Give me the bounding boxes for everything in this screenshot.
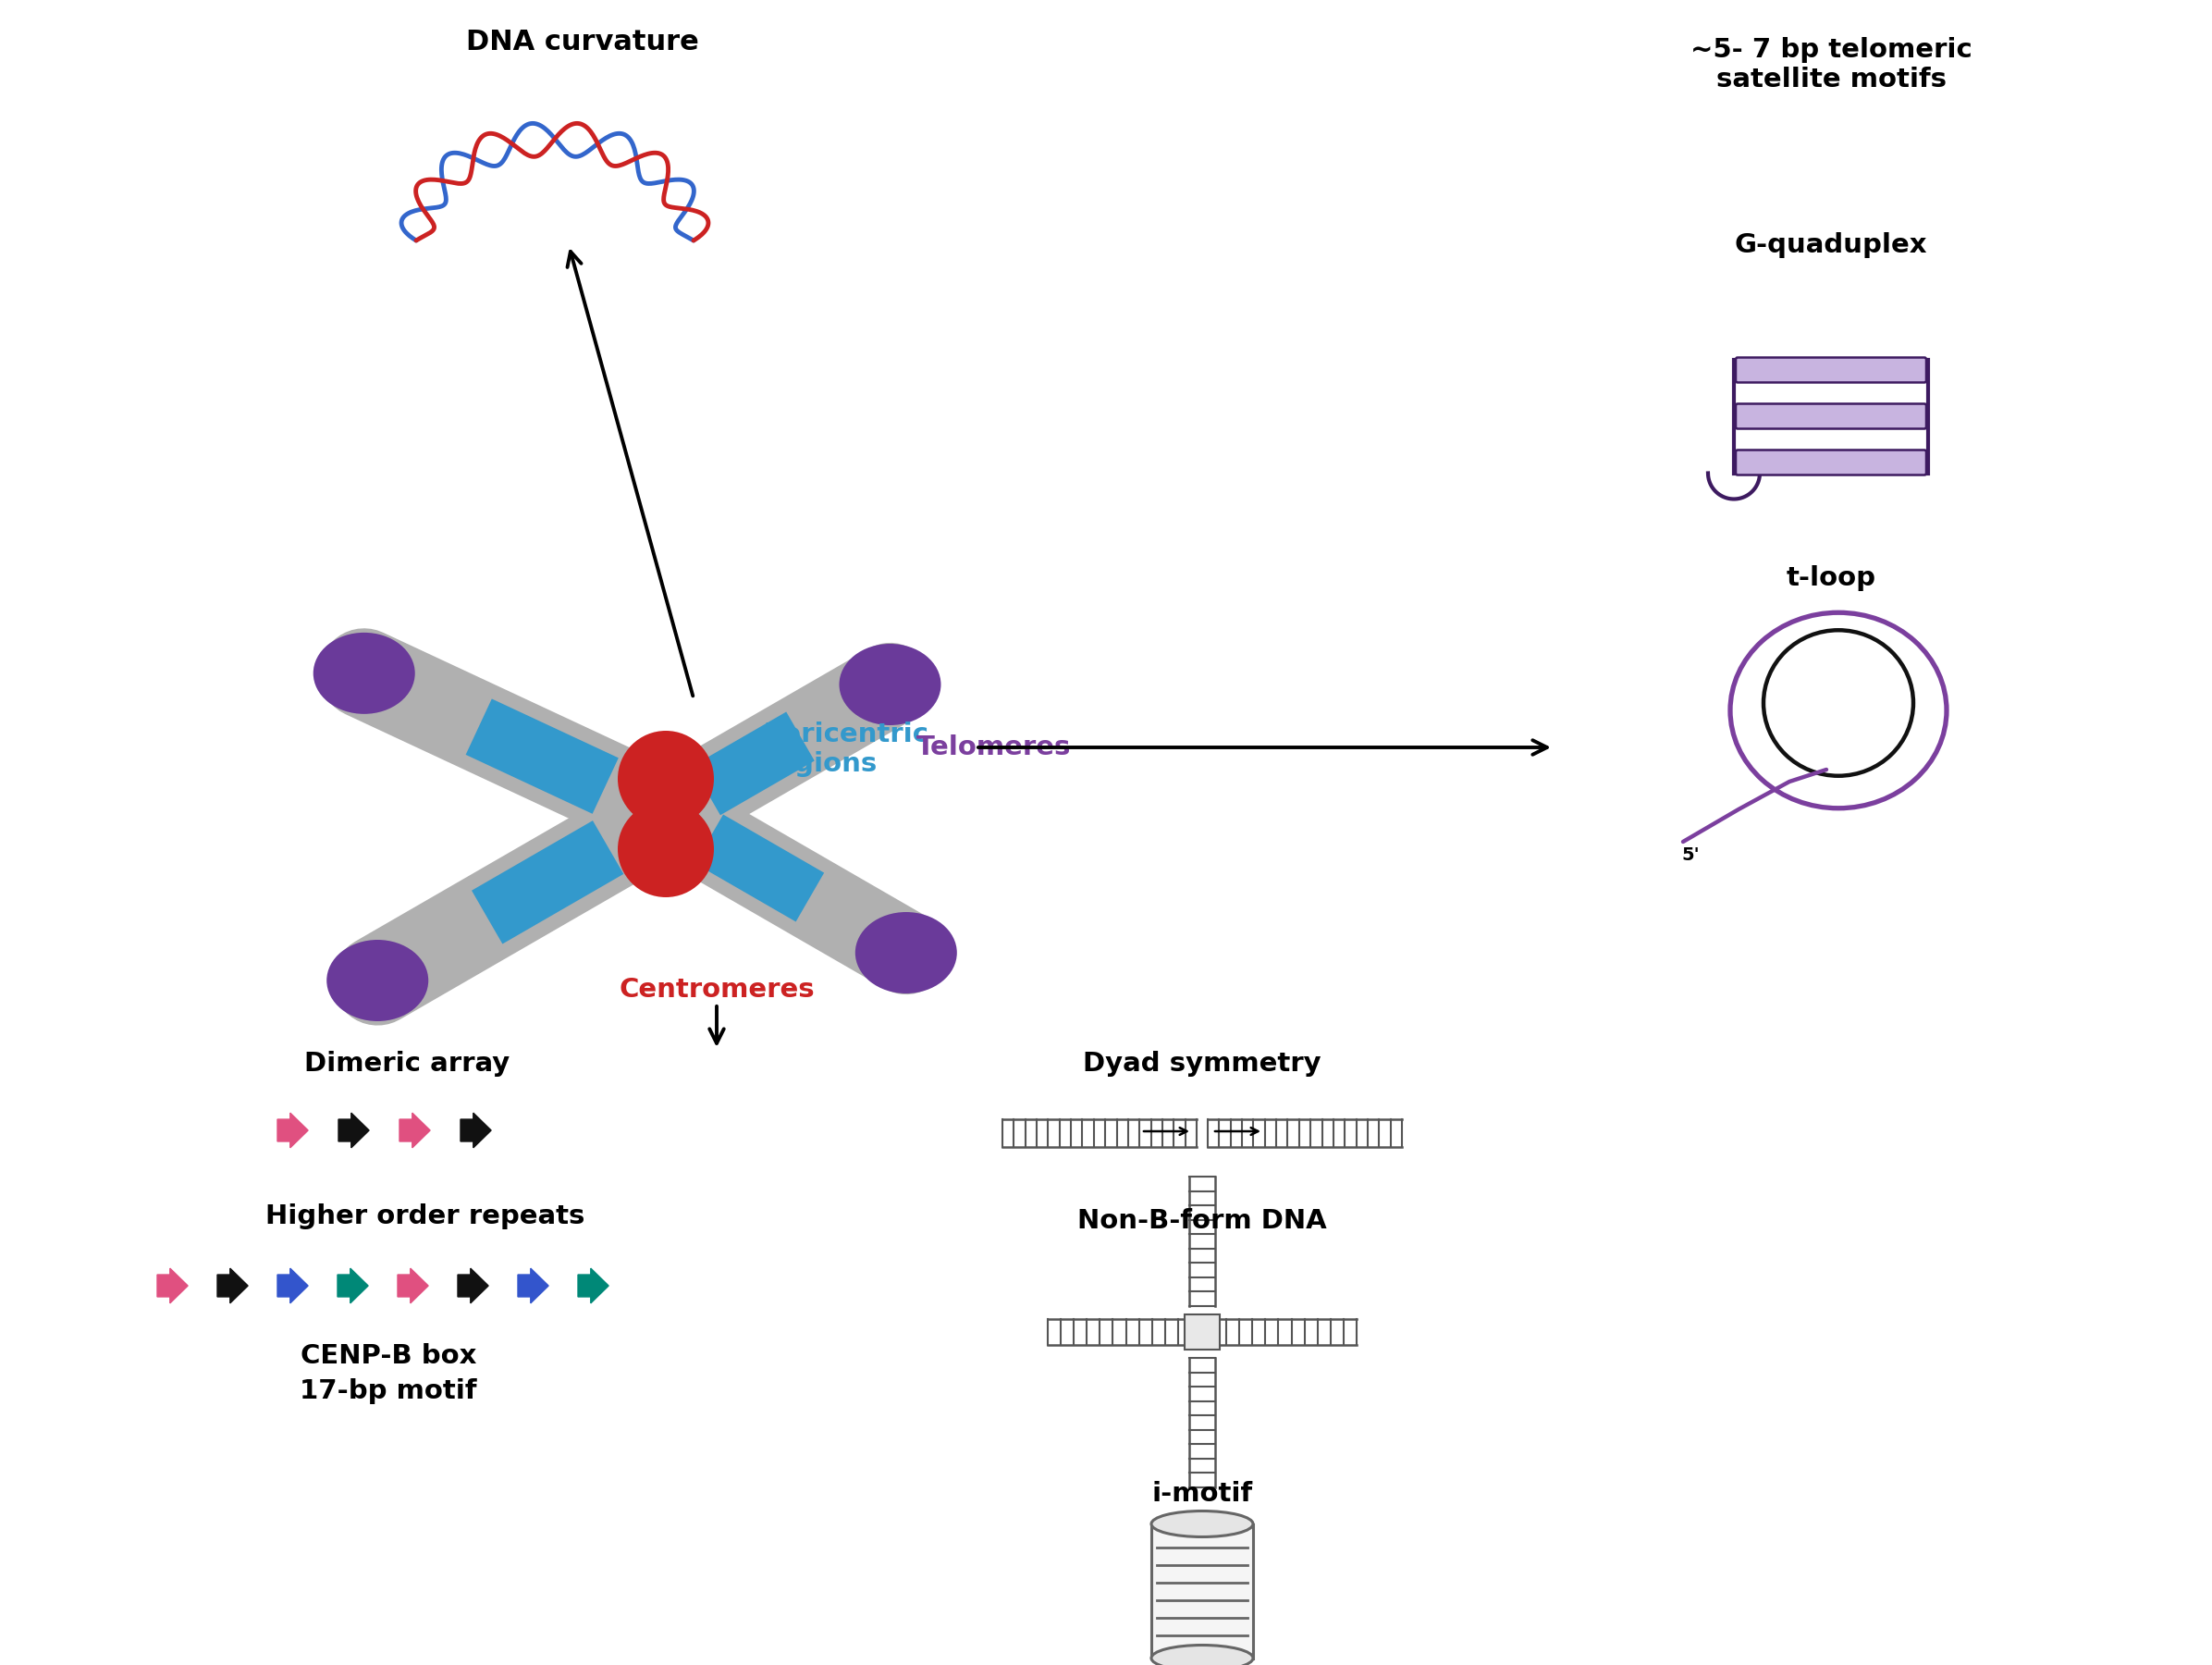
FancyArrow shape xyxy=(338,1112,369,1147)
Text: CENP-B box
17-bp motif: CENP-B box 17-bp motif xyxy=(301,1342,478,1405)
Ellipse shape xyxy=(1150,1645,1252,1665)
FancyArrow shape xyxy=(398,1269,429,1304)
FancyBboxPatch shape xyxy=(1736,405,1927,428)
Text: i-motif: i-motif xyxy=(1152,1480,1252,1507)
Text: Dimeric array: Dimeric array xyxy=(303,1051,509,1077)
Text: Telomeres: Telomeres xyxy=(916,734,1071,761)
Text: Pericentric
regions: Pericentric regions xyxy=(763,721,929,778)
FancyArrow shape xyxy=(518,1269,549,1304)
Text: 5': 5' xyxy=(1681,847,1699,864)
Text: Non-B-form DNA: Non-B-form DNA xyxy=(1077,1209,1327,1234)
Text: Dyad symmetry: Dyad symmetry xyxy=(1084,1051,1321,1077)
Ellipse shape xyxy=(856,912,958,994)
Text: Centromeres: Centromeres xyxy=(619,977,814,1002)
Text: DNA curvature: DNA curvature xyxy=(467,28,699,55)
Ellipse shape xyxy=(1763,629,1913,776)
FancyArrow shape xyxy=(217,1269,248,1304)
FancyArrow shape xyxy=(460,1112,491,1147)
Ellipse shape xyxy=(838,644,940,726)
FancyArrow shape xyxy=(276,1112,307,1147)
FancyArrow shape xyxy=(577,1269,608,1304)
Text: Higher order repeats: Higher order repeats xyxy=(265,1204,586,1229)
Ellipse shape xyxy=(617,801,714,897)
Bar xyxy=(1186,1314,1219,1350)
FancyArrow shape xyxy=(338,1269,367,1304)
Ellipse shape xyxy=(314,633,416,714)
Ellipse shape xyxy=(617,731,714,828)
FancyArrow shape xyxy=(157,1269,188,1304)
FancyBboxPatch shape xyxy=(1736,450,1927,475)
Text: t-loop: t-loop xyxy=(1785,564,1876,591)
Bar xyxy=(1150,1523,1252,1658)
FancyBboxPatch shape xyxy=(1736,358,1927,383)
Ellipse shape xyxy=(327,939,429,1021)
Text: G-quaduplex: G-quaduplex xyxy=(1734,231,1927,258)
Text: ~5- 7 bp telomeric
satellite motifs: ~5- 7 bp telomeric satellite motifs xyxy=(1690,37,1971,93)
FancyArrow shape xyxy=(400,1112,429,1147)
Ellipse shape xyxy=(641,798,690,831)
Ellipse shape xyxy=(1150,1512,1252,1537)
FancyArrow shape xyxy=(276,1269,307,1304)
FancyArrow shape xyxy=(458,1269,489,1304)
